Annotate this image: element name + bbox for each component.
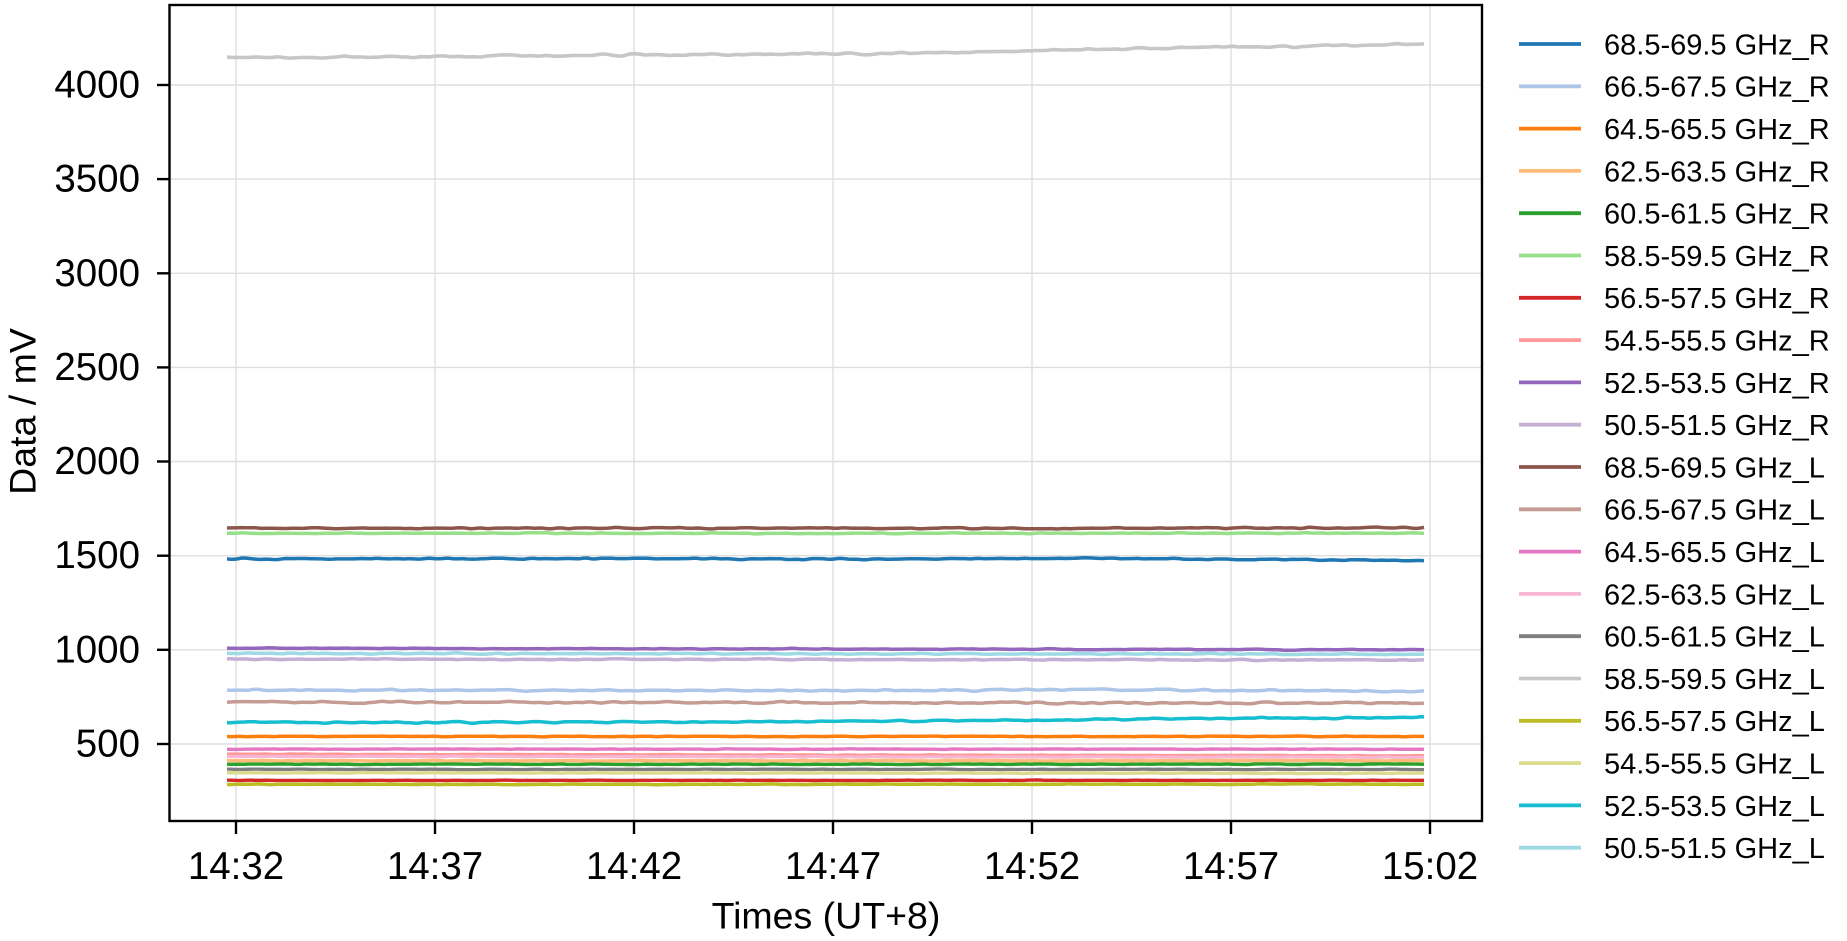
svg-text:60.5-61.5 GHz_L: 60.5-61.5 GHz_L [1604, 622, 1825, 654]
svg-text:14:37: 14:37 [387, 845, 483, 888]
svg-text:Times (UT+8): Times (UT+8) [712, 895, 941, 937]
svg-text:62.5-63.5 GHz_L: 62.5-63.5 GHz_L [1604, 579, 1825, 611]
svg-text:14:52: 14:52 [984, 845, 1080, 888]
svg-text:50.5-51.5 GHz_L: 50.5-51.5 GHz_L [1604, 833, 1825, 865]
svg-text:52.5-53.5 GHz_L: 52.5-53.5 GHz_L [1604, 791, 1825, 823]
svg-text:56.5-57.5 GHz_L: 56.5-57.5 GHz_L [1604, 706, 1825, 738]
svg-text:68.5-69.5 GHz_R: 68.5-69.5 GHz_R [1604, 29, 1830, 61]
svg-text:500: 500 [76, 723, 140, 766]
svg-text:62.5-63.5 GHz_R: 62.5-63.5 GHz_R [1604, 156, 1830, 188]
svg-text:68.5-69.5 GHz_L: 68.5-69.5 GHz_L [1604, 452, 1825, 484]
svg-text:3000: 3000 [54, 252, 140, 295]
svg-text:14:47: 14:47 [785, 845, 881, 888]
svg-text:2000: 2000 [54, 440, 140, 483]
svg-text:14:57: 14:57 [1183, 845, 1279, 888]
svg-text:Data / mV: Data / mV [2, 328, 44, 495]
svg-text:14:32: 14:32 [188, 845, 284, 888]
svg-text:2500: 2500 [54, 346, 140, 389]
svg-text:52.5-53.5 GHz_R: 52.5-53.5 GHz_R [1604, 368, 1830, 400]
svg-text:64.5-65.5 GHz_R: 64.5-65.5 GHz_R [1604, 114, 1830, 146]
svg-text:15:02: 15:02 [1382, 845, 1478, 888]
svg-text:58.5-59.5 GHz_L: 58.5-59.5 GHz_L [1604, 664, 1825, 696]
svg-text:58.5-59.5 GHz_R: 58.5-59.5 GHz_R [1604, 241, 1830, 273]
svg-text:50.5-51.5 GHz_R: 50.5-51.5 GHz_R [1604, 410, 1830, 442]
svg-text:54.5-55.5 GHz_R: 54.5-55.5 GHz_R [1604, 326, 1830, 358]
svg-text:60.5-61.5 GHz_R: 60.5-61.5 GHz_R [1604, 199, 1830, 231]
svg-text:64.5-65.5 GHz_L: 64.5-65.5 GHz_L [1604, 537, 1825, 569]
svg-text:1500: 1500 [54, 534, 140, 577]
svg-text:14:42: 14:42 [586, 845, 682, 888]
svg-text:66.5-67.5 GHz_R: 66.5-67.5 GHz_R [1604, 72, 1830, 104]
svg-text:66.5-67.5 GHz_L: 66.5-67.5 GHz_L [1604, 495, 1825, 527]
svg-text:4000: 4000 [54, 64, 140, 107]
svg-text:54.5-55.5 GHz_L: 54.5-55.5 GHz_L [1604, 749, 1825, 781]
svg-text:56.5-57.5 GHz_R: 56.5-57.5 GHz_R [1604, 283, 1830, 315]
svg-text:1000: 1000 [54, 628, 140, 671]
svg-text:3500: 3500 [54, 158, 140, 201]
